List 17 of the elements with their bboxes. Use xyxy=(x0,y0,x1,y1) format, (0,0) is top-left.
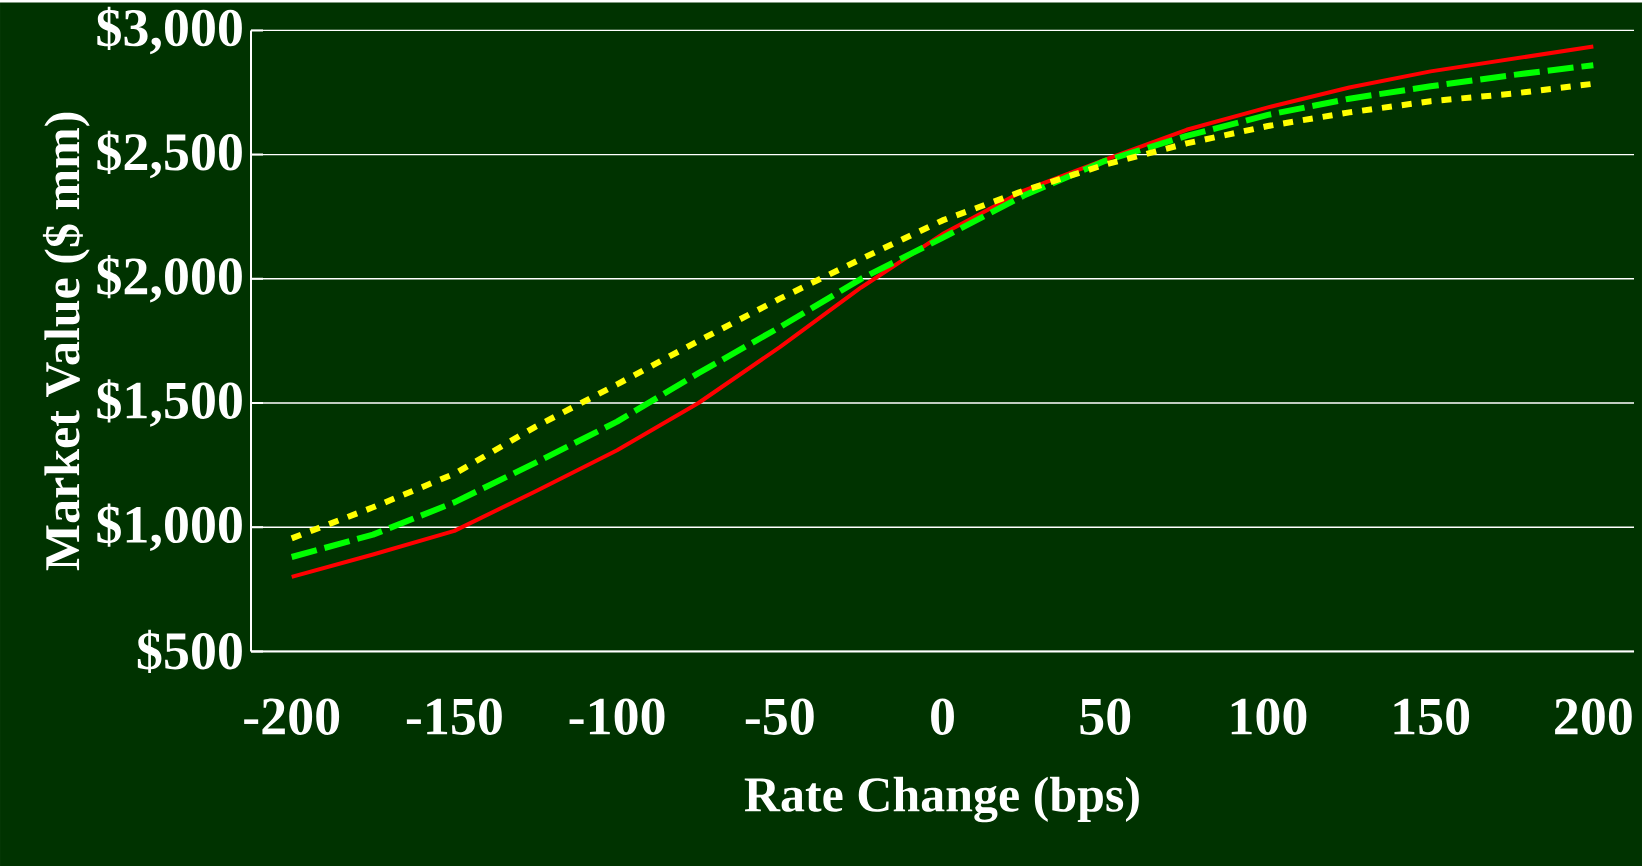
y-tick-label: $1,000 xyxy=(97,503,242,551)
x-axis-title: Rate Change (bps) xyxy=(744,776,1139,823)
x-tick-label: 0 xyxy=(931,698,954,735)
x-tick-label: 50 xyxy=(1080,698,1131,735)
y-tick-label: $500 xyxy=(137,629,242,673)
y-tick-label: $1,500 xyxy=(97,379,242,427)
x-tick-label: -200 xyxy=(244,698,340,735)
y-tick-label: $3,000 xyxy=(97,6,242,54)
x-tick-label: 200 xyxy=(1555,698,1632,735)
y-tick-label: $2,000 xyxy=(97,254,242,303)
x-tick-label: -100 xyxy=(569,698,665,735)
y-axis-title: Market Value ($ mm) xyxy=(42,112,90,571)
x-tick-label: -150 xyxy=(406,698,502,735)
x-tick-label: -50 xyxy=(745,698,814,735)
x-tick-label: 100 xyxy=(1231,698,1307,735)
x-tick-label: 150 xyxy=(1394,698,1470,735)
y-tick-label: $2,500 xyxy=(97,130,242,179)
